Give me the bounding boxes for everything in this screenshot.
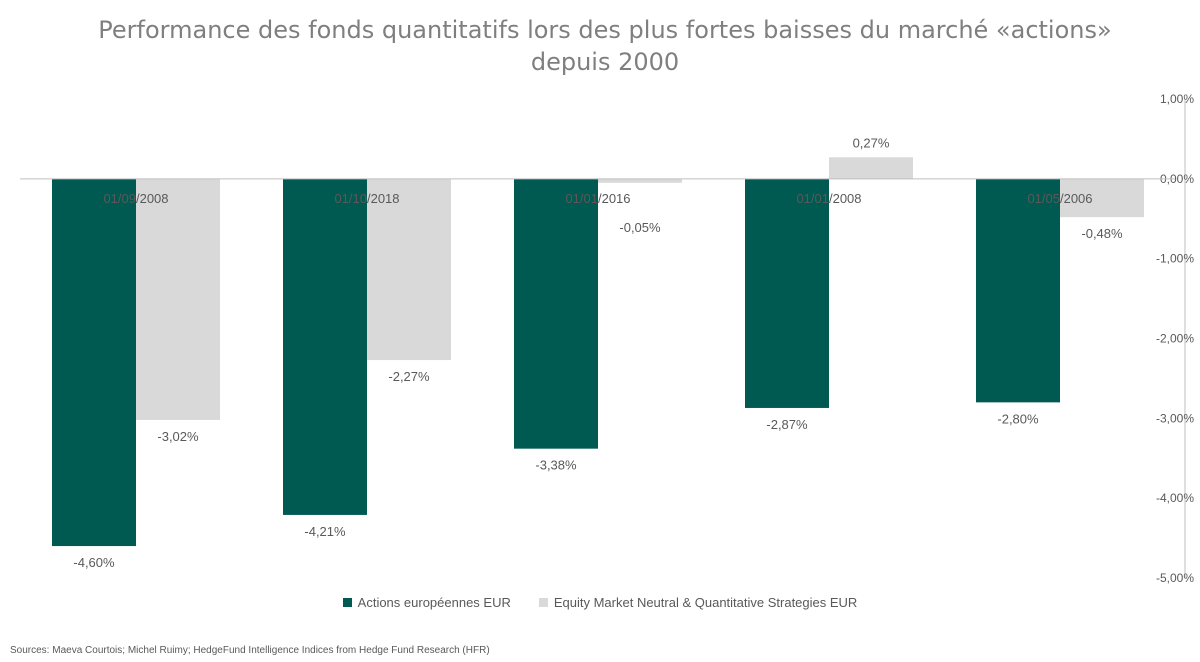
chart-legend: Actions européennes EUR Equity Market Ne… [0,595,1200,610]
chart-title-line-1: Performance des fonds quantitatifs lors … [98,16,1112,44]
y-tick-label: -4,00% [1156,491,1194,505]
data-label-series-2: -0,48% [1081,226,1123,241]
data-label-series-2: -3,02% [157,429,199,444]
data-label-series-1: -2,80% [997,411,1039,426]
y-tick-label: 0,00% [1160,172,1194,186]
bar-series-2 [829,157,913,179]
data-label-series-2: -2,27% [388,369,430,384]
bar-series-2 [1060,178,1144,218]
legend-item-series-1: Actions européennes EUR [342,595,511,610]
data-label-series-2: 0,27% [853,135,890,150]
bar-series-1 [514,178,598,449]
chart-title: Performance des fonds quantitatifs lors … [0,14,1200,78]
data-label-series-1: -3,38% [535,458,577,473]
bar-series-1 [976,178,1060,403]
bar-series-1 [745,178,829,408]
y-tick-label: 1,00% [1160,92,1194,106]
category-label: 01/09/2008 [103,191,168,206]
y-tick-label: -3,00% [1156,411,1194,425]
category-label: 01/01/2016 [565,191,630,206]
bar-chart: 1,00% 0,00% -1,00% -2,00% -3,00% -4,00% -5,00%… [20,92,1194,585]
data-label-series-1: -2,87% [766,417,808,432]
category-label: 01/01/2008 [796,191,861,206]
data-label-series-2: -0,05% [619,220,661,235]
bar-series-2 [598,178,682,183]
bar-series-2 [367,178,451,361]
bar-series-1 [52,178,136,547]
y-tick-label: -2,00% [1156,332,1194,346]
source-note: Sources: Maeva Courtois; Michel Ruimy; H… [10,645,490,656]
category-label: 01/05/2006 [1027,191,1092,206]
bar-series-1 [283,178,367,515]
data-label-series-1: -4,21% [304,524,346,539]
chart-title-line-2: depuis 2000 [530,48,680,76]
data-label-series-1: -4,60% [73,555,115,570]
bar-series-2 [136,178,220,420]
legend-item-series-2: Equity Market Neutral & Quantitative Str… [538,595,858,610]
legend-label-series-2: Equity Market Neutral & Quantitative Str… [553,595,858,610]
y-tick-label: -5,00% [1156,571,1194,585]
legend-swatch-series-1 [342,598,352,607]
legend-label-series-1: Actions européennes EUR [357,595,511,610]
legend-swatch-series-2 [538,598,548,607]
category-label: 01/10/2018 [334,191,399,206]
y-tick-label: -1,00% [1156,252,1194,266]
